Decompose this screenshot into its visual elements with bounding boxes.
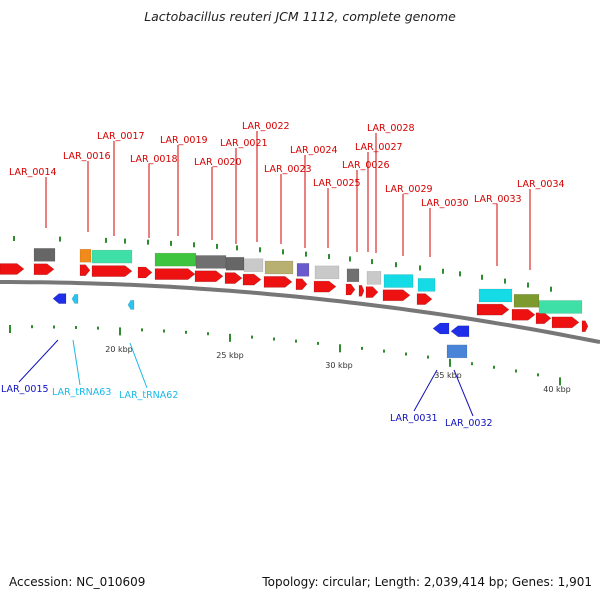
scale-label: 25 kbp xyxy=(216,351,244,360)
gene-arrow-forward xyxy=(91,265,133,277)
gene-arrow-forward xyxy=(535,312,552,325)
feature-tracks xyxy=(0,248,589,359)
gray-block xyxy=(225,256,245,271)
blue-gray-block xyxy=(446,344,468,359)
gene-arrow-forward xyxy=(382,289,411,302)
teal-block xyxy=(91,249,133,264)
gene-arrow-forward xyxy=(345,283,356,296)
lightgray-block xyxy=(366,271,382,285)
gene-label-bottom: LAR_tRNA63 xyxy=(52,387,111,398)
gene-arrow-forward xyxy=(295,278,308,291)
gene-label-top: LAR_0018 xyxy=(130,154,178,165)
gene-label-top: LAR_0021 xyxy=(220,138,268,149)
gene-label-top: LAR_0024 xyxy=(290,145,338,156)
gene-arrow-forward xyxy=(33,263,55,276)
darkgray-block xyxy=(195,255,227,269)
gene-arrow-forward xyxy=(137,266,153,279)
gene-arrow-forward xyxy=(358,284,365,297)
genome-axis xyxy=(0,280,600,345)
gene-arrow-forward xyxy=(79,264,91,277)
gene-label-bottom: LAR_0031 xyxy=(390,413,438,424)
gray-block xyxy=(33,248,56,262)
scale-label: 35 kbp xyxy=(434,371,462,380)
green-block xyxy=(154,252,197,267)
trna-arrow xyxy=(127,300,135,310)
feature-labels: 20 kbp 25 kbp 30 kbp 35 kbp 40 kbp LAR_0014 LA… xyxy=(1,121,571,429)
lightgray-block xyxy=(243,258,264,273)
genome-stats-text: Topology: circular; Length: 2,039,414 bp… xyxy=(262,575,592,589)
gene-arrow-forward xyxy=(313,280,337,293)
leader-line xyxy=(72,339,81,386)
gene-label-top: LAR_0025 xyxy=(313,178,361,189)
map-title: Lactobacillus reuteri JCM 1112, complete… xyxy=(144,9,456,24)
gene-label-top: LAR_0033 xyxy=(474,194,522,205)
gene-label-top: LAR_0016 xyxy=(63,151,111,162)
gene-label-top: LAR_0017 xyxy=(97,131,145,142)
gene-arrow-forward xyxy=(511,308,536,321)
gene-label-top: LAR_0026 xyxy=(342,160,390,171)
gene-label-bottom: LAR_0015 xyxy=(1,384,49,395)
scale-label: 20 kbp xyxy=(105,345,133,354)
gene-label-top: LAR_0029 xyxy=(385,184,433,195)
gene-arrow-forward xyxy=(476,303,510,316)
violet-block xyxy=(296,263,310,277)
leader-line xyxy=(453,369,474,417)
gene-arrow-forward xyxy=(581,320,589,333)
gene-arrow-reverse xyxy=(432,322,450,335)
teal-block xyxy=(538,300,583,314)
gene-label-top: LAR_0027 xyxy=(355,142,403,153)
cyan-block xyxy=(478,288,513,303)
leader-line xyxy=(129,342,148,389)
gene-label-top: LAR_0022 xyxy=(242,121,290,132)
label-leaders xyxy=(18,131,531,417)
cyan-block xyxy=(383,274,414,288)
gene-arrow-forward xyxy=(416,293,433,305)
gene-label-top: LAR_0034 xyxy=(517,179,565,190)
gene-label-top: LAR_0014 xyxy=(9,167,57,178)
gene-arrow-forward xyxy=(365,286,379,298)
gene-label-top: LAR_0020 xyxy=(194,157,242,168)
trna-arrow xyxy=(71,294,79,304)
tick-marks xyxy=(9,236,561,386)
lightgray-block xyxy=(314,265,340,280)
gene-arrow-forward xyxy=(263,276,293,288)
olivegreen-block xyxy=(513,293,540,308)
gene-arrow-forward xyxy=(154,268,196,280)
gene-arrow-forward xyxy=(224,272,243,284)
darkgray-block xyxy=(346,268,360,283)
cyan-block xyxy=(417,278,436,292)
gene-arrow-reverse xyxy=(450,325,470,338)
gene-arrow-forward xyxy=(194,270,224,283)
leader-line xyxy=(413,369,438,412)
scale-label: 30 kbp xyxy=(325,361,353,370)
gene-label-top: LAR_0030 xyxy=(421,198,469,209)
gene-label-top: LAR_0023 xyxy=(264,164,312,175)
gene-label-top: LAR_0028 xyxy=(367,123,415,134)
gene-arrow-forward xyxy=(0,263,25,275)
gene-label-top: LAR_0019 xyxy=(160,135,208,146)
leader-line xyxy=(18,339,59,383)
gene-arrow-forward xyxy=(551,316,580,329)
orange-block xyxy=(79,248,92,263)
gene-label-bottom: LAR_tRNA62 xyxy=(119,390,178,401)
genome-axis-line xyxy=(0,280,600,345)
gene-label-bottom: LAR_0032 xyxy=(445,418,493,429)
scale-label: 40 kbp xyxy=(543,385,571,394)
accession-text: Accession: NC_010609 xyxy=(9,575,146,589)
gene-arrow-forward xyxy=(242,273,262,286)
olive-block xyxy=(264,260,294,275)
gene-arrow-reverse xyxy=(52,293,67,304)
